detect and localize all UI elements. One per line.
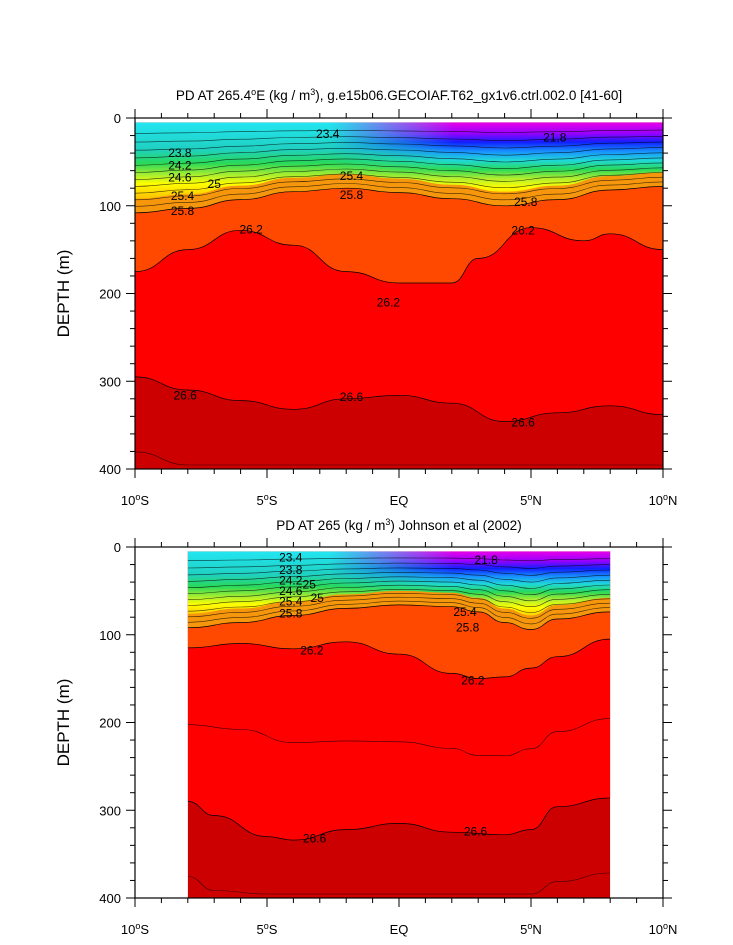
contour-label: 24.2 (279, 573, 303, 587)
x-tick-label: 10oN (649, 921, 678, 937)
y-tick-label: 200 (99, 716, 121, 731)
y-axis-label: DEPTH (m) (54, 679, 73, 767)
contour-line-upper (187, 584, 611, 602)
contour-line-upper (187, 580, 611, 596)
x-tick-label: EQ (390, 493, 409, 508)
contour-field (187, 551, 611, 898)
contour-line-26-2 (187, 638, 611, 679)
contour-label: 25 (310, 591, 324, 605)
contour-line-26-2 (135, 227, 663, 284)
contour-label: 24.6 (279, 584, 303, 598)
contour-label: 25.8 (456, 621, 480, 635)
band-25-4-25-8 (187, 590, 611, 630)
contour-line-25-8 (187, 604, 611, 630)
contour-line-26-6 (187, 797, 611, 841)
contour-label: 26.2 (239, 222, 263, 236)
contour-line-upper (187, 596, 611, 619)
chart-title: PD AT 265.4oE (kg / m3), g.e15b06.GECOIA… (176, 87, 622, 103)
x-tick-label: 10oS (121, 921, 149, 937)
y-tick-label: 0 (114, 111, 121, 126)
y-tick-label: 0 (114, 540, 121, 555)
contour-label: 26.2 (511, 223, 535, 237)
contour-label: 25.8 (340, 188, 364, 202)
contour-label: 26.2 (377, 295, 401, 309)
contour-line-upper (187, 576, 611, 589)
contour-label: 26.2 (300, 644, 324, 658)
contour-label: 25.8 (171, 204, 195, 218)
y-tick-label: 400 (99, 891, 121, 906)
contour-label: 23.8 (168, 146, 192, 160)
chart-title: PD AT 265 (kg / m3) Johnson et al (2002) (276, 517, 521, 533)
y-tick-label: 300 (99, 374, 121, 389)
contour-line-upper (187, 572, 611, 583)
contour-label: 26.6 (340, 390, 364, 404)
contour-line-25-8 (135, 186, 663, 214)
contour-label: 26.6 (173, 388, 197, 402)
contour-line-upper (187, 557, 611, 562)
contour-line-upper (135, 136, 663, 143)
x-tick-label: 5oN (520, 492, 542, 508)
contour-label: 24.2 (168, 158, 192, 172)
contour-label: 25.8 (279, 607, 303, 621)
y-tick-label: 100 (99, 628, 121, 643)
contour-label: 21.8 (543, 130, 567, 144)
contour-line-upper (135, 152, 663, 166)
contour-line-upper (135, 162, 663, 180)
contour-line-26-6 (135, 376, 663, 422)
contour-label: 25.4 (171, 189, 195, 203)
contour-label: 26.6 (464, 824, 488, 838)
contour-label: 26.6 (303, 831, 327, 845)
contour-line-mid (187, 718, 611, 757)
bottom-panel: 23.423.824.224.6 252525.425.821.825.425.8… (54, 517, 677, 937)
contour-line-upper (135, 141, 663, 151)
contour-label: 25.4 (279, 594, 303, 608)
contour-label: 25.8 (514, 195, 538, 209)
contour-label: 23.4 (316, 127, 340, 141)
contour-line-upper (187, 592, 611, 613)
contour-label: 25.4 (340, 169, 364, 183)
contour-label: 23.8 (279, 563, 303, 577)
contour-label: 25 (303, 578, 317, 592)
x-tick-label: 5oS (257, 921, 278, 937)
contour-line-upper (135, 167, 663, 187)
y-tick-label: 100 (99, 199, 121, 214)
contour-line-deep (187, 872, 611, 895)
contour-line-upper (135, 147, 663, 159)
contour-line-upper (187, 567, 611, 576)
contour-line-upper (187, 588, 611, 608)
contour-label: 25 (208, 177, 222, 191)
x-tick-label: 5oS (257, 492, 278, 508)
contour-line-upper (135, 176, 663, 201)
contour-label: 23.4 (279, 551, 303, 565)
contour-label: 21.8 (474, 553, 498, 567)
y-tick-label: 400 (99, 462, 121, 477)
y-tick-label: 200 (99, 287, 121, 302)
top-panel: 21.823.423.824.224.6 2525.425.826.225.425… (54, 87, 677, 508)
contour-line-upper (135, 181, 663, 207)
contour-line-upper (135, 172, 663, 194)
contour-label: 26.2 (461, 673, 485, 687)
x-tick-label: 10oN (649, 492, 678, 508)
contour-line-upper (187, 600, 611, 625)
y-tick-label: 300 (99, 803, 121, 818)
contour-label: 24.6 (168, 171, 192, 185)
x-tick-label: 5oN (520, 921, 542, 937)
contour-label: 26.6 (511, 415, 535, 429)
contour-field (135, 122, 663, 469)
contour-line-upper (135, 157, 663, 173)
contour-line-deep (135, 451, 663, 466)
x-tick-label: 10oS (121, 492, 149, 508)
contour-line-upper (135, 129, 663, 134)
x-tick-label: EQ (390, 922, 409, 937)
contour-line-upper (187, 562, 611, 569)
contour-label: 25.4 (453, 605, 477, 619)
y-axis-label: DEPTH (m) (54, 250, 73, 338)
